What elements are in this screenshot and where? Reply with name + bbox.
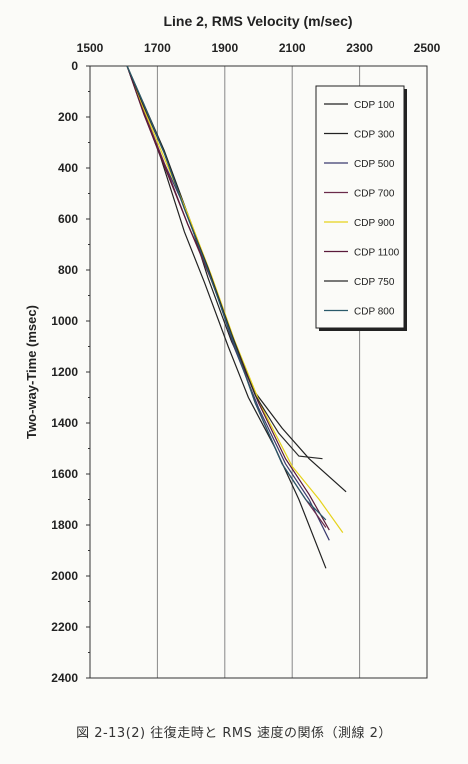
legend-label: CDP 1100 [354,248,400,259]
y-tick-label: 1600 [51,467,78,481]
y-tick-label: 600 [58,212,78,226]
y-tick-label: 1400 [51,416,78,430]
y-tick-label: 2200 [51,620,78,634]
y-axis-ticks: 0 200 400 600 800 1000 1200 1400 1600 1800 2000 220… [51,59,90,685]
x-axis-ticks: 1500 1700 1900 2100 2300 2500 [77,41,441,55]
legend-label: CDP 800 [354,307,395,318]
x-tick-label: 2300 [346,41,373,55]
y-tick-label: 200 [58,110,78,124]
legend-label: CDP 700 [354,189,395,200]
y-tick-label: 1800 [51,518,78,532]
legend-label: CDP 900 [354,218,395,229]
x-tick-label: 2500 [414,41,441,55]
figure-caption: 図 2-13(2) 往復走時と RMS 速度の関係（測線 2） [76,726,392,741]
y-tick-label: 2400 [51,671,78,685]
series-line-cdp-100 [126,65,347,493]
series-line-cdp-800 [126,65,327,521]
y-tick-label: 0 [71,59,78,73]
x-tick-label: 1900 [211,41,238,55]
legend-label: CDP 500 [354,159,395,170]
series-lines [126,65,347,569]
chart-title: Line 2, RMS Velocity (m/sec) [163,13,352,29]
y-tick-label: 1000 [51,314,78,328]
x-tick-label: 2100 [279,41,306,55]
x-tick-label: 1500 [77,41,104,55]
y-tick-label: 1200 [51,365,78,379]
y-tick-label: 800 [58,263,78,277]
y-tick-label: 2000 [51,569,78,583]
legend-label: CDP 750 [354,277,395,288]
y-axis-label: Two-way-Time (msec) [24,305,39,439]
legend-label: CDP 300 [354,130,395,141]
legend: CDP 100 CDP 300 CDP 500 CDP 700 CDP 900 CDP 1… [315,85,407,331]
x-tick-label: 1700 [144,41,171,55]
legend-box [315,85,405,329]
legend-label: CDP 100 [354,100,395,111]
y-tick-label: 400 [58,161,78,175]
series-line-cdp-900 [126,65,344,533]
